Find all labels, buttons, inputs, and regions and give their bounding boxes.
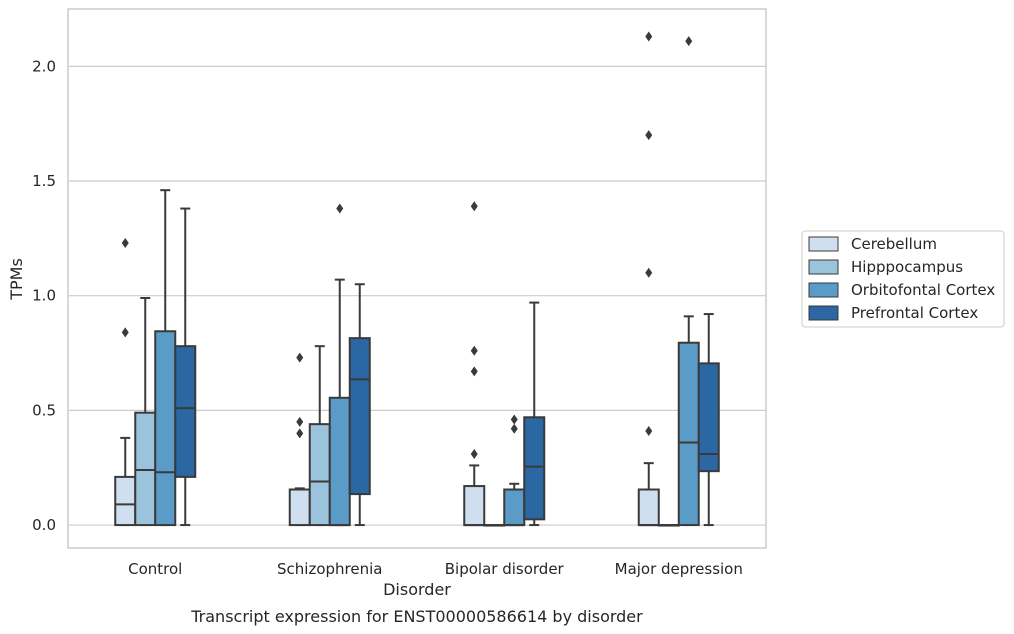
box-body [348, 337, 371, 496]
box-3-3 [697, 313, 720, 527]
box-body [637, 488, 660, 527]
outlier-marker [296, 352, 304, 363]
legend: Cerebellum Hipppocampus Orbitofontal Corte… [801, 230, 1005, 328]
box-2-1 [328, 278, 351, 527]
outlier-marker [510, 423, 518, 434]
legend-frame [801, 230, 1005, 328]
box-1-0 [134, 296, 157, 527]
outlier-marker [121, 237, 129, 248]
box-body [114, 475, 137, 527]
box-1-1 [308, 345, 331, 527]
box-body [154, 330, 177, 527]
legend-label: Orbitofontal Cortex [851, 281, 995, 299]
box-3-0 [174, 207, 197, 527]
box-1-2 [483, 524, 506, 527]
y-tick-label: 0.5 [32, 401, 56, 419]
x-axis-label: Disorder [383, 580, 451, 599]
box-3-2 [523, 301, 546, 527]
x-tick-label: Major depression [615, 560, 743, 578]
outlier-marker [685, 36, 693, 47]
outlier-marker [645, 130, 653, 141]
box-2-3 [677, 315, 700, 527]
x-tick-label: Control [128, 560, 182, 578]
legend-swatch [808, 282, 839, 298]
outlier-marker [336, 203, 344, 214]
outlier-marker [121, 327, 129, 338]
box-0-3 [637, 462, 660, 527]
outlier-marker [470, 345, 478, 356]
y-tick-label: 1.0 [32, 287, 56, 305]
outlier-marker [645, 267, 653, 278]
flier-layer [121, 31, 693, 459]
outlier-marker [470, 366, 478, 377]
x-tick-label: Schizophrenia [277, 560, 382, 578]
box-0-1 [288, 487, 311, 527]
outlier-marker [510, 414, 518, 425]
outlier-marker [645, 31, 653, 42]
box-body [328, 396, 351, 527]
box-body [503, 488, 526, 527]
box-2-2 [503, 482, 526, 527]
outlier-marker [470, 201, 478, 212]
y-tick-labels: 0.0 0.5 1.0 1.5 2.0 [32, 57, 56, 534]
box-0-0 [114, 436, 137, 527]
box-body [308, 423, 331, 527]
legend-swatch [808, 236, 839, 252]
box-body [523, 416, 546, 521]
box-body [288, 488, 311, 527]
y-tick-label: 0.0 [32, 516, 56, 534]
outlier-marker [296, 428, 304, 439]
x-tick-label: Bipolar disorder [445, 560, 565, 578]
y-axis-label: TPMs [7, 258, 26, 301]
legend-label: Cerebellum [851, 235, 937, 253]
box-body [463, 485, 486, 527]
box-body [697, 362, 720, 473]
y-tick-label: 2.0 [32, 57, 56, 75]
x-tick-labels: Control Schizophrenia Bipolar disorder Majo… [128, 560, 743, 578]
y-tick-label: 1.5 [32, 172, 56, 190]
chart-caption: Transcript expression for ENST0000058661… [190, 607, 643, 626]
box-body [174, 345, 197, 478]
outlier-marker [645, 426, 653, 437]
box-1-3 [657, 524, 680, 527]
legend-swatch [808, 259, 839, 275]
box-2-0 [154, 189, 177, 527]
legend-swatch [808, 305, 839, 321]
box-3-1 [348, 283, 371, 527]
box-body [134, 411, 157, 527]
box-0-2 [463, 464, 486, 527]
legend-label: Hipppocampus [851, 258, 963, 276]
outlier-marker [470, 448, 478, 459]
box-body [677, 341, 700, 527]
legend-label: Prefrontal Cortex [851, 304, 978, 322]
outlier-marker [296, 416, 304, 427]
plot-frame [67, 8, 767, 549]
box-layer [114, 189, 720, 527]
